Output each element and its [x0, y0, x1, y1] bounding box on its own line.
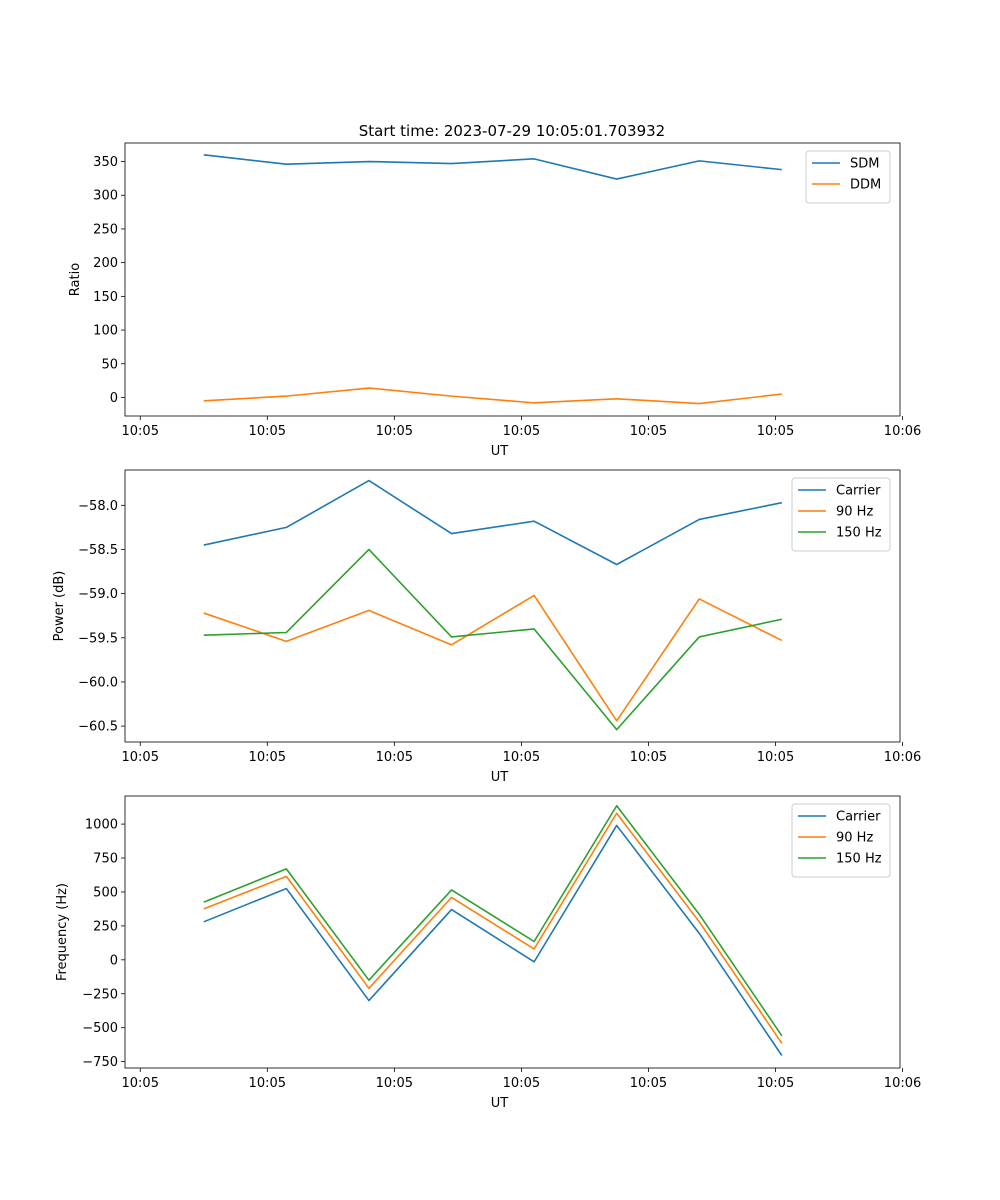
x-tick-label: 10:05	[376, 1076, 413, 1091]
y-tick-label: −750	[82, 1055, 118, 1070]
y-tick-label: 350	[93, 155, 118, 170]
x-tick-label: 10:05	[376, 424, 413, 439]
chart-1: 10:05 10:05 10:05 10:05 10:05 10:05 10:06 0 50 10…	[68, 142, 921, 459]
y-axis-label: Ratio	[68, 263, 83, 296]
x-tick-label: 10:05	[249, 750, 286, 765]
x-tick-label: 10:05	[630, 1076, 667, 1091]
y-tick-label: 200	[93, 256, 118, 271]
chart-3: 10:05 10:05 10:05 10:05 10:05 10:05 10:06 −750 −…	[55, 795, 921, 1111]
x-tick-label: 10:05	[376, 750, 413, 765]
y-tick-label: 250	[93, 222, 118, 237]
legend: Carrier 90 Hz 150 Hz	[791, 803, 891, 878]
y-tick-label: 0	[110, 953, 118, 968]
y-tick-label: 750	[93, 852, 118, 867]
axes-frame	[124, 142, 901, 417]
y-tick-label: 100	[93, 324, 118, 339]
x-tick-label: 10:05	[757, 750, 794, 765]
x-tick-label: 10:05	[757, 424, 794, 439]
y-tick-label: −60.0	[78, 675, 118, 690]
series-line-150-hz	[203, 548, 783, 731]
y-tick-label: −59.5	[78, 631, 118, 646]
legend-label: 150 Hz	[836, 526, 882, 541]
x-tick-label: 10:05	[122, 1076, 159, 1091]
series-line-90-hz	[203, 594, 783, 722]
y-tick-label: 50	[101, 357, 118, 372]
x-tick-label: 10:06	[884, 750, 921, 765]
x-tick-label: 10:05	[122, 750, 159, 765]
legend-label: 150 Hz	[836, 852, 882, 867]
legend-box	[805, 150, 891, 204]
legend: Carrier 90 Hz 150 Hz	[791, 477, 891, 552]
chart-2: 10:05 10:05 10:05 10:05 10:05 10:05 10:06 −60.5…	[52, 469, 921, 785]
series-line-ddm	[203, 387, 782, 405]
series-line-150-hz	[203, 804, 783, 1037]
y-tick-label: −500	[82, 1021, 118, 1036]
y-tick-label: 1000	[85, 818, 118, 833]
legend-label: 90 Hz	[836, 831, 873, 846]
figure-title: Start time: 2023-07-29 10:05:01.703932	[359, 122, 665, 140]
series-line-90-hz	[203, 812, 783, 1044]
legend-label: Carrier	[836, 810, 881, 825]
x-tick-label: 10:05	[122, 424, 159, 439]
y-tick-label: −250	[82, 987, 118, 1002]
subplots: 10:05 10:05 10:05 10:05 10:05 10:05 10:06 0 50 10…	[52, 142, 921, 1111]
x-tick-label: 10:05	[757, 1076, 794, 1091]
y-tick-label: 250	[93, 919, 118, 934]
x-tick-label: 10:05	[249, 424, 286, 439]
x-tick-label: 10:05	[503, 424, 540, 439]
series-line-sdm	[203, 154, 782, 180]
x-axis-label: UT	[491, 770, 509, 785]
y-tick-label: −60.5	[78, 720, 118, 735]
x-tick-label: 10:06	[884, 1076, 921, 1091]
legend-label: Carrier	[836, 484, 881, 499]
axes-frame	[124, 795, 901, 1069]
series-line-carrier	[203, 824, 783, 1056]
y-tick-label: −59.0	[78, 587, 118, 602]
y-axis-label: Frequency (Hz)	[55, 883, 70, 981]
legend-label: DDM	[850, 178, 881, 193]
y-tick-label: −58.0	[78, 499, 118, 514]
x-axis-label: UT	[491, 1096, 509, 1111]
y-tick-label: −58.5	[78, 543, 118, 558]
axes-frame	[124, 469, 901, 743]
x-tick-label: 10:06	[884, 424, 921, 439]
legend: SDM DDM	[805, 150, 891, 204]
x-tick-label: 10:05	[630, 750, 667, 765]
y-tick-label: 0	[110, 391, 118, 406]
x-tick-label: 10:05	[249, 1076, 286, 1091]
legend-label: SDM	[850, 157, 879, 172]
series-line-carrier	[203, 479, 782, 566]
y-tick-label: 300	[93, 189, 118, 204]
legend-label: 90 Hz	[836, 505, 873, 520]
y-axis-label: Power (dB)	[52, 571, 67, 642]
x-tick-label: 10:05	[503, 750, 540, 765]
x-tick-label: 10:05	[630, 424, 667, 439]
y-tick-label: 500	[93, 885, 118, 900]
x-axis-label: UT	[491, 444, 509, 459]
y-tick-label: 150	[93, 290, 118, 305]
x-tick-label: 10:05	[503, 1076, 540, 1091]
